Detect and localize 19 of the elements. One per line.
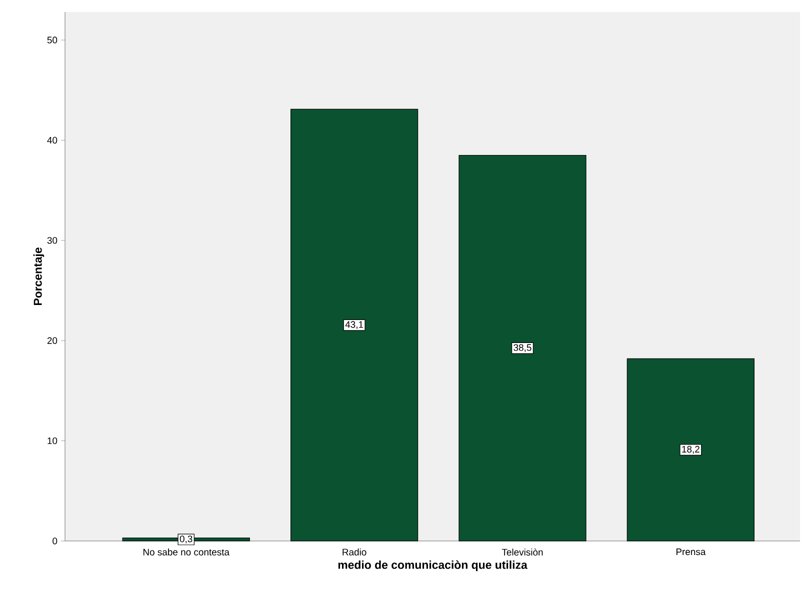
bar: [626, 358, 754, 542]
y-tick-label: 50: [47, 36, 58, 44]
x-tick-label: Radio: [342, 548, 366, 556]
y-tick-label: 10: [48, 437, 58, 444]
x-axis-title: medio de comunicaciòn que utiliza: [338, 560, 528, 572]
data-label: 38,5: [514, 344, 532, 352]
bar: [458, 154, 586, 542]
y-tick-label: 20: [47, 337, 58, 344]
y-axis-title: Porcentaje: [33, 248, 44, 306]
bar: [290, 108, 418, 542]
y-tick-label: 30: [47, 237, 58, 244]
y-tick-label: 0: [52, 538, 58, 544]
data-label: 43,1: [345, 321, 364, 329]
data-label: 18,2: [682, 446, 700, 454]
x-tick-label: Prensa: [676, 548, 706, 556]
y-tick-label: 40: [47, 136, 58, 144]
x-tick-label: Televisiòn: [502, 548, 543, 556]
data-label: 0,3: [180, 536, 192, 544]
x-tick-label: No sabe no contesta: [143, 548, 230, 556]
